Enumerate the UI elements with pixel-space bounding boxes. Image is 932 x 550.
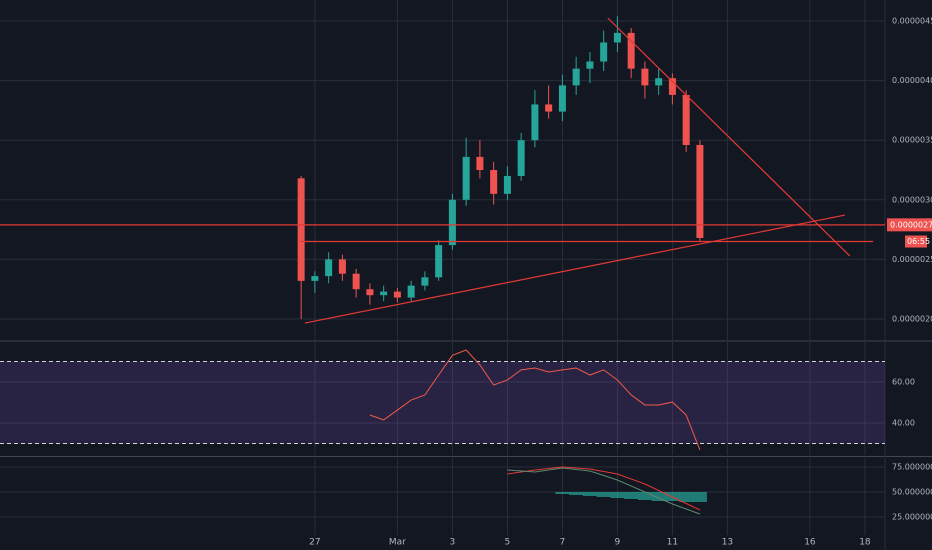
y-tick-label: 75.00000000 <box>892 463 932 472</box>
series-line <box>369 349 701 451</box>
histogram-bar <box>569 492 584 495</box>
x-tick-label: 11 <box>667 538 678 548</box>
candle-body <box>641 68 649 86</box>
candle-body <box>435 245 443 278</box>
trend-line <box>304 214 845 324</box>
candle-body <box>586 61 594 69</box>
histogram-bar <box>596 492 611 497</box>
x-tick-label: 16 <box>804 538 816 548</box>
candle-body <box>297 178 305 281</box>
y-tick-label: 0.00000200 <box>892 315 932 324</box>
price-label-box <box>887 218 932 232</box>
histogram-bar <box>610 492 625 498</box>
candle-body <box>627 32 635 69</box>
candle-body <box>407 285 415 298</box>
y-tick-label: 40.00 <box>892 419 915 428</box>
countdown-box <box>905 235 927 248</box>
y-tick-label: 50.00000000 <box>892 488 932 497</box>
x-tick-label: 27 <box>309 538 320 548</box>
y-tick-label: 0.00000450 <box>892 16 932 25</box>
candle-body <box>338 259 346 274</box>
candle-body <box>696 144 704 238</box>
histogram-bar <box>692 492 707 502</box>
histogram-bar <box>624 492 639 499</box>
histogram-bar <box>651 492 666 501</box>
candle-body <box>558 85 566 112</box>
y-tick-label: 0.00000400 <box>892 76 932 85</box>
candle-body <box>600 42 608 62</box>
candle-body <box>517 140 525 176</box>
band-fill <box>0 361 885 444</box>
candle-body <box>682 94 690 145</box>
trend-line <box>607 17 851 257</box>
y-tick-label: 0.00000250 <box>892 255 932 264</box>
candle-body <box>613 32 621 43</box>
candle-body <box>476 156 484 170</box>
candle-body <box>503 175 511 194</box>
x-tick-label: Mar <box>389 538 406 548</box>
x-tick-label: 3 <box>450 538 456 548</box>
y-tick-label: 0.00000300 <box>892 195 932 204</box>
candle-body <box>421 277 429 286</box>
candle-body <box>490 170 498 194</box>
candle-body <box>655 78 663 86</box>
series-line <box>507 466 701 511</box>
histogram-bar <box>555 492 570 494</box>
series-line <box>507 467 701 515</box>
y-tick-label: 60.00 <box>892 377 915 386</box>
price-label: 0.00000279 <box>890 220 932 229</box>
candle-body <box>448 199 456 246</box>
candle-body <box>325 259 333 277</box>
histogram-bar <box>679 492 694 502</box>
candle-body <box>393 291 401 298</box>
candle-body <box>462 156 470 200</box>
candle-body <box>352 273 360 290</box>
histogram-bar <box>637 492 652 500</box>
x-tick-label: 13 <box>722 538 733 548</box>
countdown: 06:55 <box>907 237 930 246</box>
candle-body <box>531 104 539 141</box>
x-tick-label: 5 <box>505 538 511 548</box>
candle-body <box>311 276 319 281</box>
y-tick-label: 25.00000000 <box>892 513 932 522</box>
candle-body <box>572 68 580 86</box>
y-tick-label: 0.00000350 <box>892 136 932 145</box>
x-tick-label: 9 <box>615 538 621 548</box>
candle-body <box>545 104 553 112</box>
x-tick-label: 18 <box>859 538 871 548</box>
histogram-bar <box>582 492 597 496</box>
candle-body <box>668 78 676 95</box>
candle-body <box>380 291 388 296</box>
x-tick-label: 7 <box>560 538 566 548</box>
candle-body <box>366 289 374 296</box>
